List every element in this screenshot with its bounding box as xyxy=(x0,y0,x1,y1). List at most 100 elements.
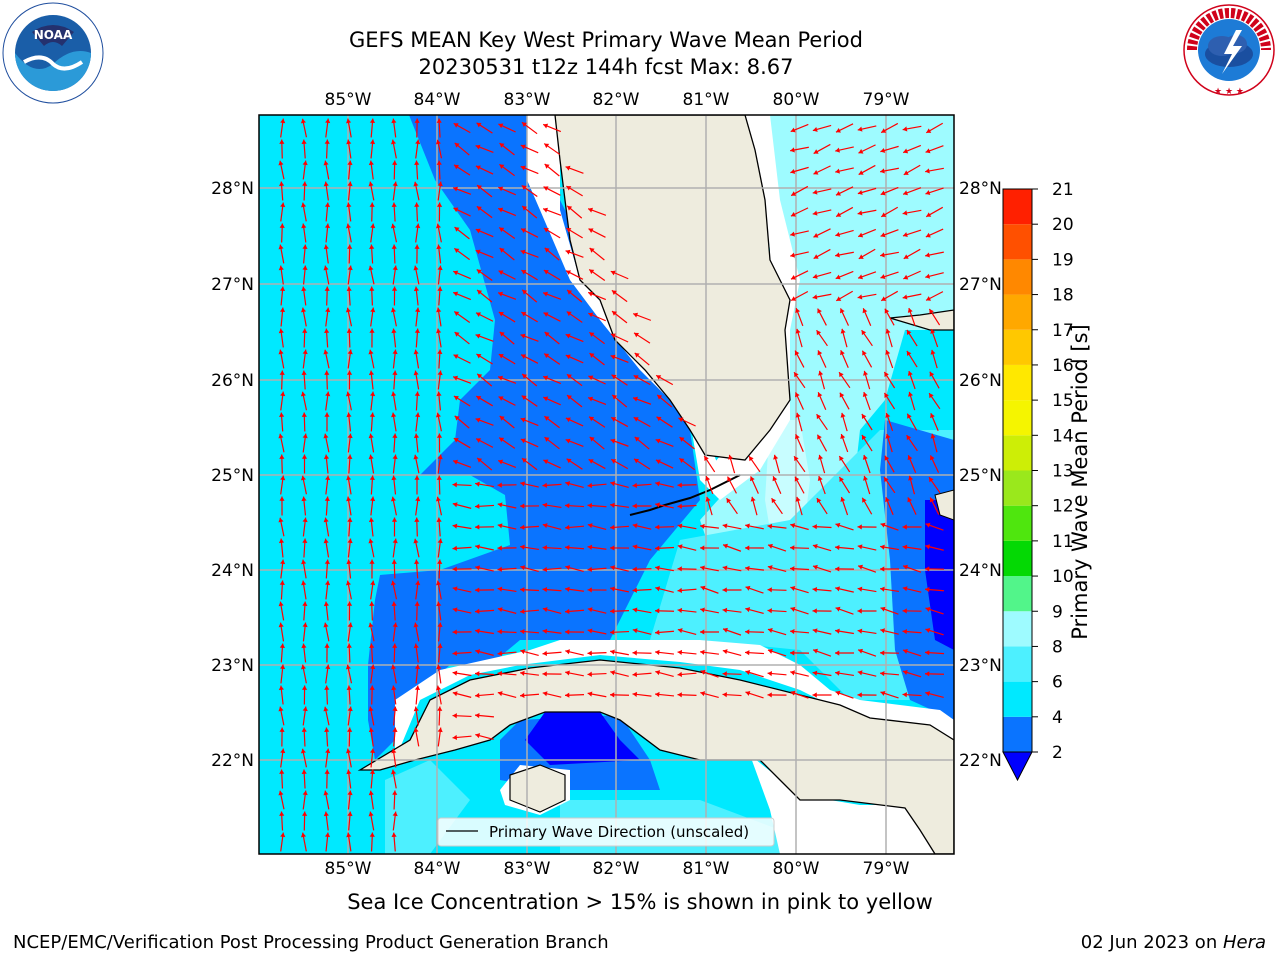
wave-direction-arrowhead xyxy=(835,190,841,196)
wave-direction-arrowhead xyxy=(437,727,443,733)
lon-tick-label: 82°W xyxy=(593,859,640,879)
wave-direction-arrowhead xyxy=(587,523,593,529)
wave-direction-arrowhead xyxy=(452,713,457,719)
wave-direction-arrowhead xyxy=(301,139,307,145)
wave-direction-arrowhead xyxy=(794,372,799,378)
wave-direction-arrowhead xyxy=(565,524,570,531)
wave-direction-arrowhead xyxy=(839,476,844,482)
wave-direction-arrowhead xyxy=(452,502,458,508)
wave-direction-arrowhead xyxy=(280,202,286,208)
wave-direction-arrowhead xyxy=(700,607,705,613)
wave-direction-arrowhead xyxy=(745,523,750,529)
wave-direction-arrowhead xyxy=(475,228,481,234)
wave-direction-arrowhead xyxy=(520,438,526,444)
wave-direction-arrowhead xyxy=(300,664,307,670)
wave-direction-arrowhead xyxy=(790,690,796,696)
wave-direction-arrowhead xyxy=(476,438,482,443)
wave-direction-arrowhead xyxy=(302,601,308,606)
wave-direction-arrowhead xyxy=(588,291,594,297)
wave-direction-arrowhead xyxy=(812,628,818,634)
wave-direction-arrowhead xyxy=(610,545,615,551)
wave-direction-arrowhead xyxy=(907,455,913,461)
wave-direction-arrowhead xyxy=(347,538,353,544)
wave-direction-arrowhead xyxy=(790,523,796,529)
wave-direction-arrowhead xyxy=(477,373,483,379)
wave-direction-arrowhead xyxy=(588,312,594,318)
wave-direction-arrowhead xyxy=(587,671,592,677)
lon-tick-label: 79°W xyxy=(863,859,910,879)
wave-direction-arrowhead xyxy=(369,643,375,648)
wave-direction-arrowhead xyxy=(857,586,863,592)
wave-direction-arrowhead xyxy=(369,118,376,124)
wave-direction-arrowhead xyxy=(611,459,617,464)
wave-direction-arrowhead xyxy=(767,565,773,571)
wave-direction-arrowhead xyxy=(436,391,442,397)
wave-direction-arrowhead xyxy=(414,685,421,691)
wave-direction-arrowhead xyxy=(278,517,284,523)
wave-direction-arrowhead xyxy=(369,328,375,333)
wave-direction-arrowhead xyxy=(812,608,817,614)
wave-direction-arrowhead xyxy=(925,190,931,196)
colorbar-tick-label: 8 xyxy=(1052,637,1063,657)
wave-direction-arrowhead xyxy=(302,811,308,816)
wave-direction-arrowhead xyxy=(301,223,307,229)
wave-direction-arrowhead xyxy=(902,232,908,238)
wave-direction-arrowhead xyxy=(700,545,705,551)
wave-direction-arrowhead xyxy=(542,691,548,697)
wave-direction-arrowhead xyxy=(925,522,931,528)
wave-direction-arrowhead xyxy=(634,458,640,464)
lat-tick-label: 24°N xyxy=(211,561,254,581)
wave-direction-arrowhead xyxy=(587,650,592,656)
wave-direction-arrowhead xyxy=(391,412,397,418)
wave-direction-arrowhead xyxy=(414,118,420,123)
wave-direction-arrowhead xyxy=(435,412,441,418)
wave-direction-arrowhead xyxy=(813,149,819,154)
wave-direction-arrowhead xyxy=(453,270,459,276)
wave-direction-arrowhead xyxy=(543,459,549,465)
wave-direction-arrowhead xyxy=(840,434,846,439)
wave-direction-arrowhead xyxy=(857,126,863,132)
wave-direction-arrowhead xyxy=(415,139,421,145)
wave-direction-arrowhead xyxy=(655,670,661,676)
wave-direction-arrowhead xyxy=(413,643,419,649)
wave-direction-arrowhead xyxy=(392,454,398,460)
wave-direction-arrowhead xyxy=(520,481,525,487)
wave-direction-arrowhead xyxy=(768,543,773,549)
chart-title: GEFS MEAN Key West Primary Wave Mean Per… xyxy=(349,28,863,52)
wave-direction-arrowhead xyxy=(346,328,352,333)
wave-direction-arrowhead xyxy=(906,329,912,335)
colorbar-tick-label: 17 xyxy=(1052,321,1074,341)
wave-direction-arrowhead xyxy=(929,393,934,399)
colorbar-bin xyxy=(1003,470,1032,506)
map-area xyxy=(259,115,954,854)
wave-direction-arrowhead xyxy=(475,249,481,255)
wave-direction-arrowhead xyxy=(301,412,307,417)
wave-direction-arrowhead xyxy=(610,692,615,698)
colorbar-label: Primary Wave Mean Period [s] xyxy=(1068,324,1092,640)
wave-direction-arrowhead xyxy=(279,727,285,732)
wave-direction-arrowhead xyxy=(368,727,374,733)
wave-direction-arrowhead xyxy=(632,544,638,550)
wave-direction-arrowhead xyxy=(902,670,908,675)
wave-direction-arrowhead xyxy=(679,458,685,463)
wave-direction-arrowhead xyxy=(565,565,571,571)
wave-direction-arrowhead xyxy=(722,523,728,529)
wave-direction-arrowhead xyxy=(301,286,307,292)
wave-direction-arrowhead xyxy=(884,308,890,314)
wave-direction-arrowhead xyxy=(454,142,460,148)
wave-direction-arrowhead xyxy=(903,148,909,154)
wave-direction-arrowhead xyxy=(610,333,616,339)
wave-direction-arrowhead xyxy=(520,649,526,655)
wave-direction-arrowhead xyxy=(767,670,773,677)
wave-direction-arrowhead xyxy=(835,586,840,592)
wave-direction-arrowhead xyxy=(437,370,443,376)
wave-direction-arrowhead xyxy=(498,312,504,317)
chart-subtitle: 20230531 t12z 144h fcst Max: 8.67 xyxy=(418,55,794,79)
wave-direction-arrowhead xyxy=(610,629,615,635)
wave-direction-arrowhead xyxy=(346,412,352,418)
wave-direction-arrowhead xyxy=(497,566,502,572)
wave-direction-arrowhead xyxy=(543,291,548,297)
wave-direction-arrowhead xyxy=(816,330,822,336)
wave-direction-arrowhead xyxy=(903,190,908,196)
